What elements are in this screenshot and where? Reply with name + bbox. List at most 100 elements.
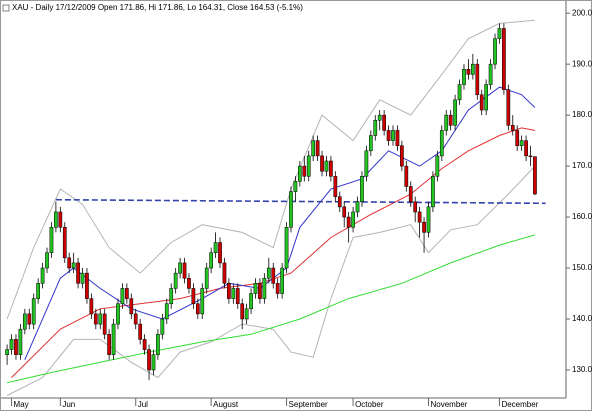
candle-body	[125, 288, 129, 299]
candle-body	[133, 313, 138, 325]
candle-body	[346, 216, 351, 228]
candle-body	[62, 227, 67, 259]
legend-icon	[2, 4, 10, 12]
candle-body	[333, 176, 338, 197]
candle-body	[368, 135, 373, 152]
candle-body	[253, 283, 258, 294]
candle-body	[49, 227, 54, 253]
candle-body	[93, 313, 98, 325]
candle-body	[280, 267, 284, 294]
candle-body	[448, 114, 453, 126]
candle-body	[142, 339, 147, 350]
candle-body	[431, 176, 435, 208]
candle-body	[408, 186, 413, 203]
candle-body	[453, 99, 457, 126]
candle-body	[120, 288, 125, 304]
candle-body	[439, 130, 444, 157]
x-tick-label: Jul	[138, 400, 148, 409]
candle-body	[266, 267, 271, 279]
candle-body	[151, 354, 156, 371]
candle-body	[373, 119, 378, 136]
y-tick-label: 130.0	[572, 365, 592, 374]
candle-body	[479, 94, 484, 111]
x-tick-label: November	[430, 400, 467, 409]
y-tick-label: 180.0	[572, 110, 592, 119]
candle-body	[337, 196, 342, 208]
candle-body	[395, 130, 400, 146]
candle-body	[342, 206, 347, 218]
y-tick-label: 190.0	[572, 59, 592, 68]
candle-body	[22, 313, 27, 330]
candle-body	[413, 201, 418, 213]
candle-body	[284, 227, 289, 269]
indicator-line	[11, 127, 535, 378]
candle-body	[40, 267, 45, 284]
candle-body	[404, 165, 409, 187]
candle-body	[89, 298, 94, 315]
candle-body	[218, 242, 222, 264]
candle-body	[156, 334, 160, 355]
candle-body	[386, 130, 391, 141]
candle-body	[98, 313, 103, 325]
candle-body	[67, 257, 72, 269]
candle-body	[31, 298, 36, 325]
x-tick-label: Jun	[62, 400, 75, 409]
candle-body	[195, 303, 200, 315]
chart-title: XAU - Daily 17/12/2009 Open 171.86, Hi 1…	[12, 3, 303, 12]
candle-body	[187, 277, 191, 289]
candle-body	[164, 303, 169, 320]
candle-body	[298, 165, 302, 182]
candle-body	[160, 318, 165, 335]
y-tick-label: 200.0	[572, 8, 592, 17]
candle-body	[293, 181, 298, 192]
candle-body	[58, 211, 63, 228]
candle-body	[306, 155, 311, 177]
candle-body	[391, 130, 395, 141]
candle-body	[27, 313, 32, 325]
indicator-line	[24, 86, 536, 360]
x-tick-label: August	[213, 400, 239, 409]
candle-body	[85, 272, 89, 299]
y-tick-label: 170.0	[572, 161, 592, 170]
x-tick-label: May	[14, 400, 29, 409]
candle-body	[524, 140, 528, 157]
candle-body	[435, 155, 440, 177]
candle-body	[9, 339, 14, 350]
candle-body	[262, 277, 267, 299]
candle-body	[191, 288, 196, 304]
candle-body	[329, 160, 333, 177]
candle-body	[107, 334, 111, 355]
candle-body	[227, 283, 231, 299]
candle-body	[71, 262, 76, 269]
candle-body	[462, 69, 466, 85]
candle-body	[169, 288, 174, 304]
candle-body	[14, 339, 18, 355]
candle-body	[275, 283, 280, 294]
candle-body	[506, 89, 511, 126]
candle-body	[147, 349, 151, 371]
candle-body	[484, 84, 489, 111]
y-tick-label: 140.0	[572, 314, 592, 323]
candle-body	[102, 313, 107, 335]
candle-body	[235, 288, 240, 304]
candle-body	[475, 63, 480, 95]
candle-body	[200, 288, 205, 315]
x-tick-label: September	[289, 400, 328, 409]
candle-body	[470, 63, 475, 75]
indicator-line	[6, 234, 536, 384]
candle-body	[488, 63, 493, 85]
candle-body	[315, 140, 320, 157]
candle-body	[417, 211, 422, 223]
candle-body	[18, 328, 23, 355]
candle-body	[355, 201, 360, 213]
candle-body	[528, 155, 533, 157]
candle-body	[289, 191, 293, 228]
candle-body	[364, 150, 369, 177]
candle-body	[360, 176, 364, 203]
candle-body	[249, 293, 253, 310]
candle-body	[178, 262, 182, 274]
x-tick-label: December	[501, 400, 538, 409]
level-line	[55, 198, 546, 205]
